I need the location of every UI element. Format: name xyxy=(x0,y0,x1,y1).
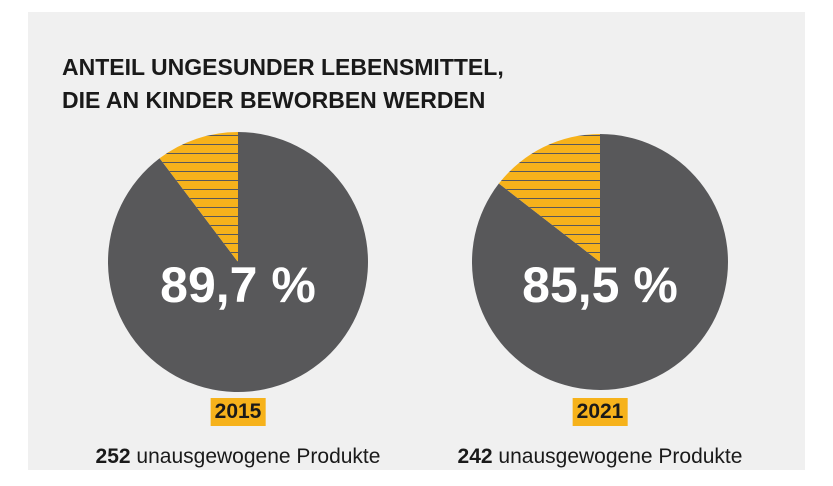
product-number: 252 xyxy=(96,445,131,468)
pie-slice xyxy=(159,132,238,262)
year-box xyxy=(210,398,266,426)
product-count: 242 unausgewogene Produkte xyxy=(458,445,743,468)
value-label: 89,7 % xyxy=(160,257,316,313)
chart-title: ANTEIL UNGESUNDER LEBENSMITTEL, xyxy=(62,54,504,80)
value-label: 85,5 % xyxy=(522,257,678,313)
year-box xyxy=(572,398,628,426)
year-label: 2021 xyxy=(577,400,624,423)
product-text: unausgewogene Produkte xyxy=(136,445,380,468)
product-number: 242 xyxy=(458,445,493,468)
product-count: 252 unausgewogene Produkte xyxy=(96,445,381,468)
chart-title: DIE AN KINDER BEWORBEN WERDEN xyxy=(62,87,485,113)
year-label: 2015 xyxy=(215,400,262,423)
pie-slice xyxy=(498,134,600,262)
product-text: unausgewogene Produkte xyxy=(498,445,742,468)
